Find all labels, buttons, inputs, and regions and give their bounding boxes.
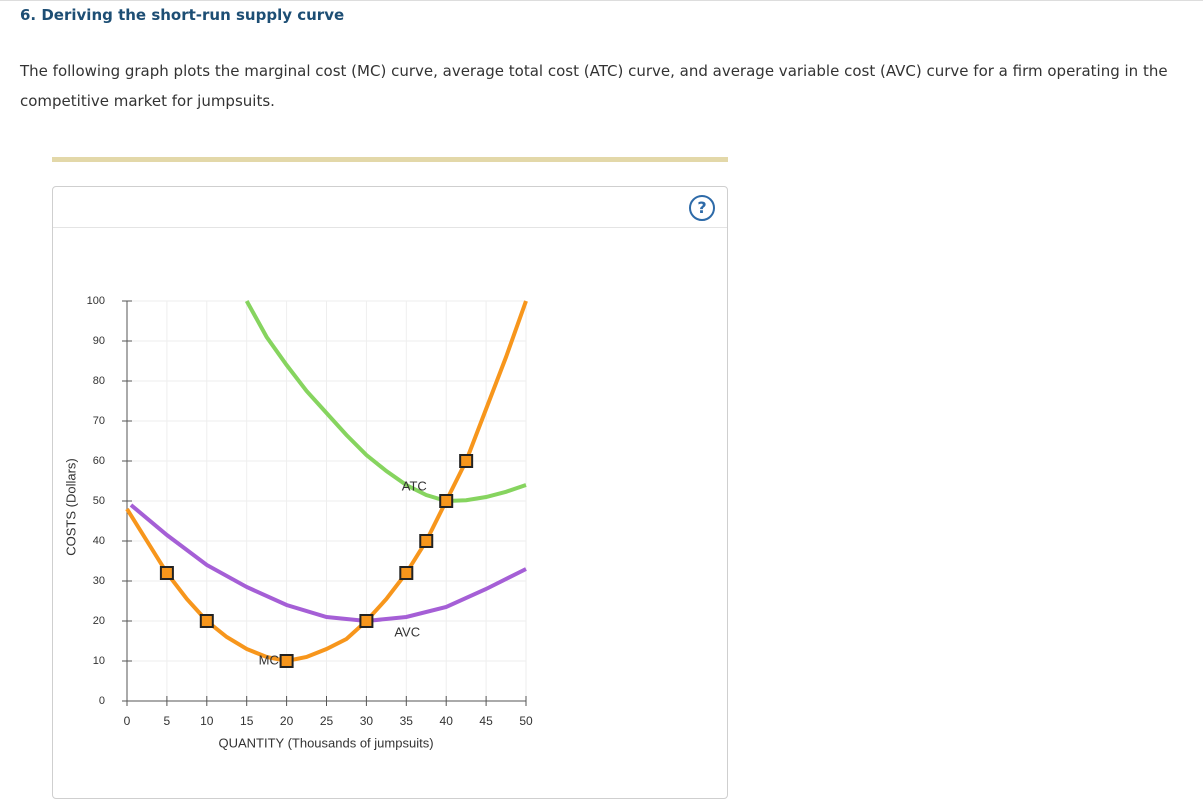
point-marker	[419, 534, 434, 548]
x-tick-label: 50	[519, 714, 533, 728]
point-marker	[279, 654, 294, 668]
y-tick-label: 60	[93, 455, 105, 467]
y-tick-label: 80	[93, 375, 105, 387]
x-tick-label: 10	[200, 714, 214, 728]
x-tick-label: 0	[124, 714, 131, 728]
point-marker	[459, 454, 474, 468]
curve-label: MC	[259, 652, 279, 667]
x-tick-label: 20	[280, 714, 294, 728]
curve	[125, 300, 528, 664]
curve	[129, 503, 527, 624]
y-tick-label: 0	[99, 695, 105, 707]
y-tick-label: 10	[93, 655, 105, 667]
x-tick-label: 40	[440, 714, 454, 728]
curve	[244, 300, 527, 504]
x-axis-title: QUANTITY (Thousands of jumpsuits)	[218, 735, 433, 750]
question-title: 6. Deriving the short-run supply curve	[20, 6, 345, 24]
point-marker	[399, 566, 414, 580]
x-tick-label: 15	[240, 714, 254, 728]
y-tick-label: 70	[93, 415, 105, 427]
y-tick-label: 40	[93, 535, 105, 547]
point-marker	[159, 566, 174, 580]
y-tick-label: 30	[93, 575, 105, 587]
curve-label: AVC	[394, 624, 420, 639]
point-marker	[439, 494, 454, 508]
help-button[interactable]: ?	[689, 195, 715, 221]
y-tick-label: 20	[93, 615, 105, 627]
x-tick-label: 25	[320, 714, 334, 728]
x-tick-label: 30	[360, 714, 374, 728]
curve-label: ATC	[402, 478, 427, 493]
x-tick-label: 5	[164, 714, 171, 728]
divider-bar	[52, 157, 728, 162]
top-rule	[0, 0, 1203, 1]
point-marker	[359, 614, 374, 628]
x-tick-label: 45	[479, 714, 493, 728]
point-marker	[199, 614, 214, 628]
graph-panel	[52, 186, 728, 799]
panel-divider	[53, 227, 727, 228]
y-tick-label: 100	[87, 295, 105, 307]
intro-text: The following graph plots the marginal c…	[20, 62, 1168, 110]
y-axis-title: COSTS (Dollars)	[63, 458, 78, 556]
x-tick-label: 35	[400, 714, 414, 728]
y-tick-label: 90	[93, 335, 105, 347]
y-tick-label: 50	[93, 495, 105, 507]
